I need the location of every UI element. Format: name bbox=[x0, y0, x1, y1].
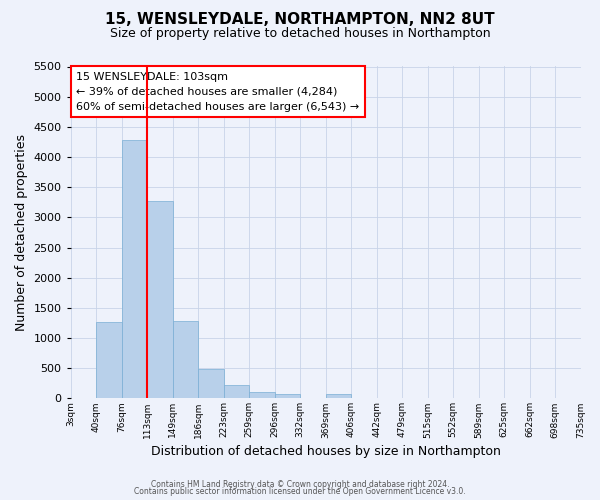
Text: 15, WENSLEYDALE, NORTHAMPTON, NN2 8UT: 15, WENSLEYDALE, NORTHAMPTON, NN2 8UT bbox=[105, 12, 495, 28]
Text: 15 WENSLEYDALE: 103sqm
← 39% of detached houses are smaller (4,284)
60% of semi-: 15 WENSLEYDALE: 103sqm ← 39% of detached… bbox=[76, 72, 359, 112]
Bar bbox=[198, 370, 224, 398]
Bar bbox=[96, 322, 122, 398]
X-axis label: Distribution of detached houses by size in Northampton: Distribution of detached houses by size … bbox=[151, 444, 500, 458]
Bar bbox=[275, 394, 300, 398]
Bar bbox=[326, 394, 351, 398]
Bar bbox=[224, 384, 249, 398]
Bar bbox=[173, 321, 198, 398]
Bar bbox=[249, 392, 275, 398]
Y-axis label: Number of detached properties: Number of detached properties bbox=[15, 134, 28, 331]
Text: Size of property relative to detached houses in Northampton: Size of property relative to detached ho… bbox=[110, 28, 490, 40]
Bar bbox=[147, 201, 173, 398]
Text: Contains HM Land Registry data © Crown copyright and database right 2024.: Contains HM Land Registry data © Crown c… bbox=[151, 480, 449, 489]
Text: Contains public sector information licensed under the Open Government Licence v3: Contains public sector information licen… bbox=[134, 487, 466, 496]
Bar bbox=[122, 140, 147, 398]
